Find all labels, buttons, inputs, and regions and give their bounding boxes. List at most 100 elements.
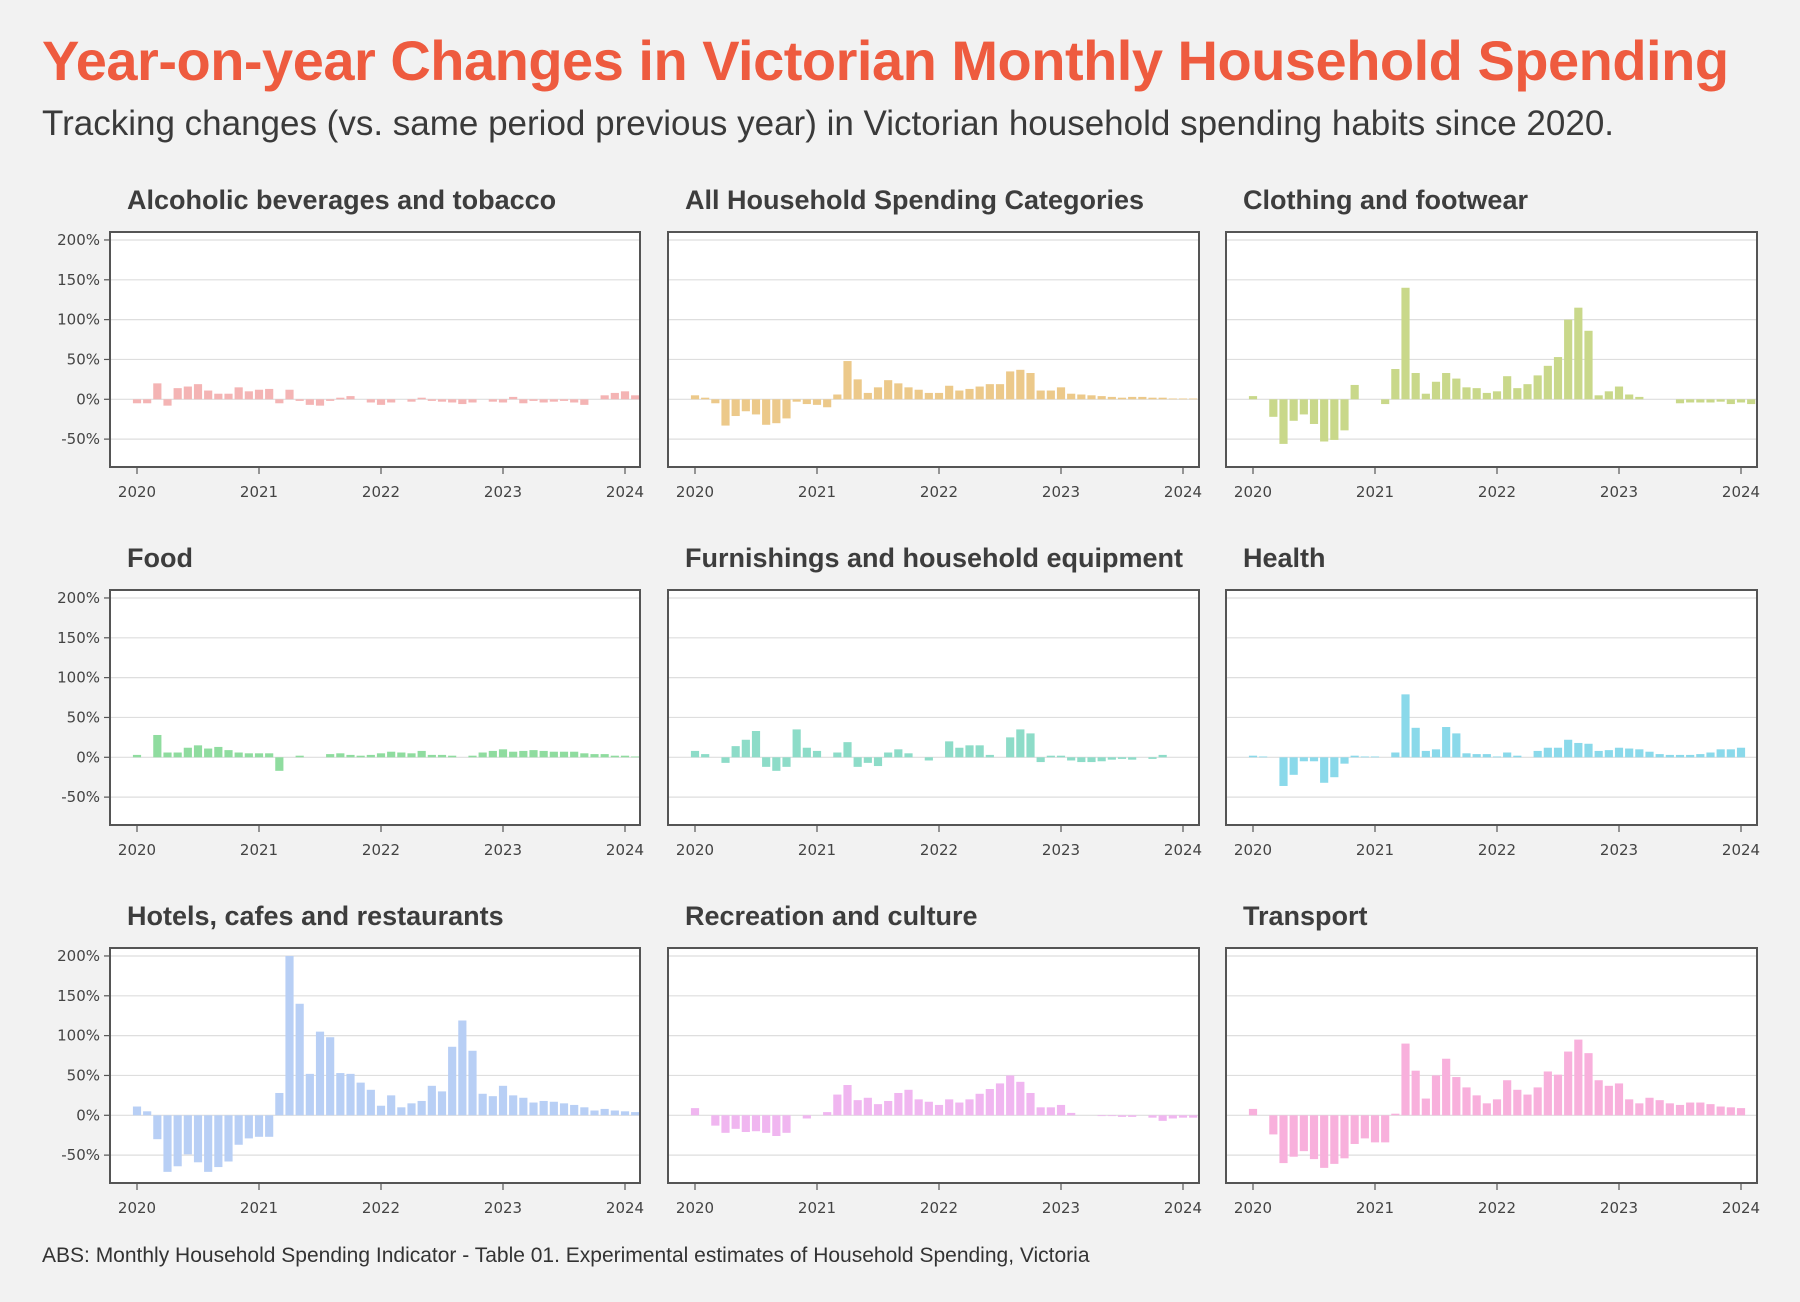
y-tick-label: 200% — [57, 231, 100, 249]
bar — [965, 1099, 974, 1116]
bar — [1706, 1104, 1715, 1116]
bar — [224, 1115, 233, 1162]
bar — [1503, 752, 1512, 758]
bar — [488, 1096, 497, 1116]
x-tick-label: 2022 — [920, 483, 958, 501]
bar — [873, 757, 883, 767]
bar — [498, 749, 508, 758]
bar — [529, 1102, 538, 1116]
bar — [853, 1100, 862, 1116]
bar — [1584, 330, 1593, 400]
bar — [1117, 397, 1127, 400]
x-tick-label: 2021 — [1356, 483, 1394, 501]
bar — [965, 388, 974, 400]
bar — [1381, 1115, 1390, 1143]
bar — [600, 754, 609, 758]
bar — [1036, 1107, 1045, 1116]
bar — [265, 1115, 274, 1137]
bar — [173, 752, 182, 758]
bar — [1584, 743, 1593, 758]
bar — [204, 390, 213, 400]
bar — [488, 750, 497, 758]
x-tick-label: 2024 — [1722, 1199, 1760, 1217]
bar — [873, 1104, 883, 1116]
panel-title: Hotels, cafes and restaurants — [127, 901, 504, 931]
bar — [1077, 757, 1086, 763]
bar — [1411, 727, 1420, 758]
bar — [620, 391, 630, 400]
plot-frame — [667, 589, 1200, 826]
bar — [549, 1101, 558, 1116]
bar — [346, 1073, 355, 1116]
bar — [843, 1085, 852, 1116]
bar — [488, 399, 497, 402]
bar — [721, 399, 730, 426]
y-tick-label: 200% — [57, 947, 100, 965]
bar — [153, 1115, 162, 1140]
bar — [244, 1115, 253, 1139]
bar — [772, 1115, 781, 1136]
bar — [853, 757, 862, 767]
bar — [1421, 393, 1430, 400]
x-tick-label: 2024 — [1722, 483, 1760, 501]
bar — [254, 1115, 264, 1137]
x-tick-label: 2020 — [1234, 841, 1272, 859]
bar — [1574, 742, 1583, 758]
bar — [1625, 748, 1634, 758]
bar — [1635, 1103, 1644, 1116]
plot-frame — [109, 589, 641, 826]
bar — [376, 1105, 386, 1116]
bar — [478, 752, 487, 758]
bar — [1401, 694, 1410, 758]
bar — [1696, 754, 1705, 758]
bar — [1523, 384, 1532, 400]
x-tick-label: 2023 — [1600, 841, 1638, 859]
y-tick-label: 0% — [76, 1106, 100, 1124]
y-tick-label: 0% — [76, 390, 100, 408]
bar — [782, 757, 791, 767]
bar — [1340, 1115, 1349, 1159]
bar — [1452, 378, 1461, 400]
bar — [1046, 1107, 1055, 1116]
bar — [1431, 749, 1441, 758]
bar — [1097, 757, 1106, 762]
bar — [802, 1115, 811, 1119]
bar — [1289, 1115, 1298, 1157]
bar — [183, 386, 192, 400]
bar — [1107, 396, 1116, 400]
bar — [1117, 757, 1127, 759]
bar — [1117, 1115, 1127, 1117]
bar — [387, 751, 396, 758]
bar — [1482, 754, 1491, 758]
panel-alcoholic-beverages-and-tobacco: Alcoholic beverages and tobacco 200% 150% 1… — [57, 185, 644, 501]
bar — [163, 1115, 172, 1172]
bar — [884, 752, 893, 758]
bar — [1056, 387, 1066, 400]
bar — [1462, 1087, 1471, 1116]
bar — [802, 747, 811, 758]
panel-transport: Transport 2020 2021 2022 2023 2024 — [1225, 901, 1760, 1217]
bar — [1604, 750, 1613, 758]
bar — [1625, 394, 1634, 400]
bar — [690, 395, 700, 400]
bar — [1309, 757, 1319, 762]
bar — [1269, 1115, 1278, 1135]
bar — [1148, 397, 1157, 400]
plot-area — [668, 590, 1199, 825]
source-caption: ABS: Monthly Household Spending Indicato… — [42, 1244, 1090, 1267]
bar — [265, 388, 274, 400]
bar — [1594, 750, 1603, 758]
x-tick-label: 2020 — [1234, 1199, 1272, 1217]
bar — [1645, 1097, 1654, 1116]
y-tick-label: -50% — [61, 788, 100, 806]
bar — [1320, 1115, 1329, 1168]
bar — [1726, 1107, 1735, 1116]
bar — [498, 399, 508, 403]
bar — [782, 399, 791, 419]
y-tick-label: 150% — [57, 629, 100, 647]
x-tick-label: 2024 — [606, 483, 644, 501]
bar — [448, 1046, 457, 1116]
bar — [985, 754, 994, 758]
bar — [914, 1099, 923, 1116]
bar — [305, 399, 314, 405]
